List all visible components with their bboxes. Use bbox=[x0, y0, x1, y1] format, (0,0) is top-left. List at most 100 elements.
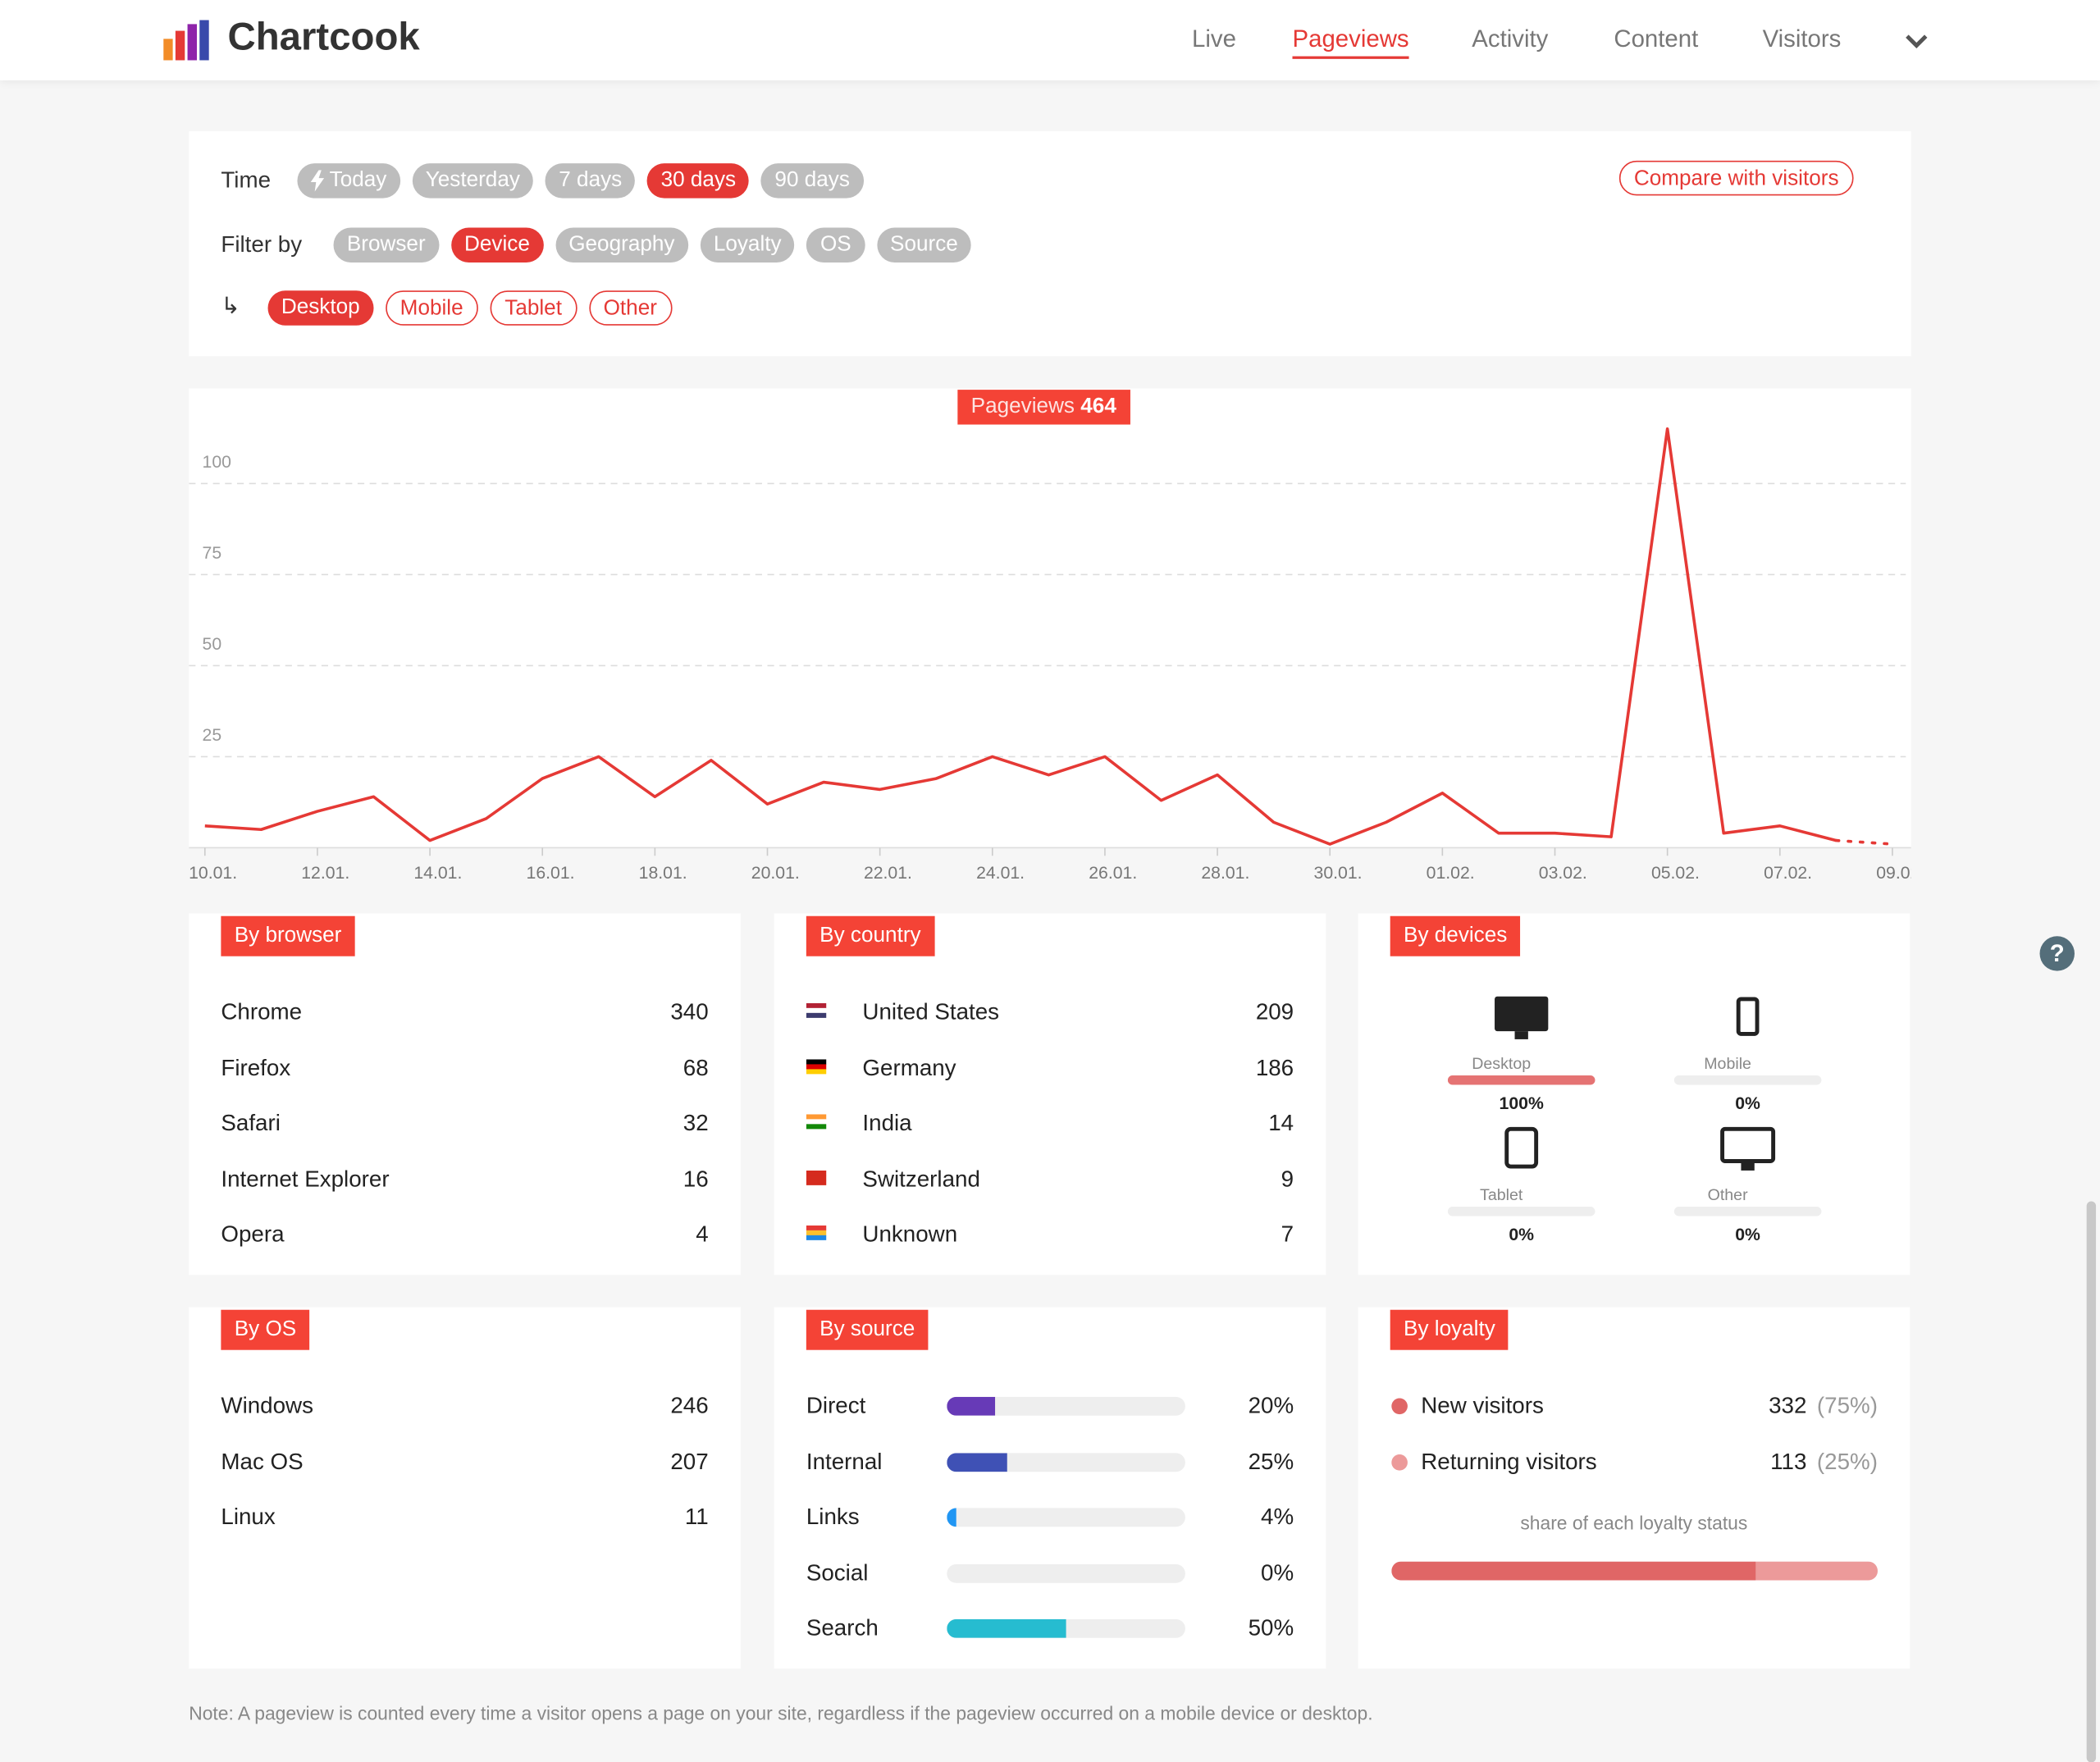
source-bar bbox=[947, 1508, 956, 1527]
icon-shape bbox=[1720, 1126, 1776, 1163]
pill[interactable]: Yesterday bbox=[412, 163, 534, 199]
panel-title: By source bbox=[806, 1309, 929, 1350]
loyalty-caption: share of each loyalty status bbox=[1520, 1512, 1748, 1534]
panel-title: By OS bbox=[221, 1309, 310, 1350]
time-options: Today Yesterday 7 days 30 days 90 days bbox=[297, 163, 864, 199]
source-track bbox=[947, 1563, 1185, 1583]
y-tick-label: 50 bbox=[203, 635, 222, 654]
row-value: 209 bbox=[1255, 998, 1294, 1025]
row-name: Firefox bbox=[221, 1055, 291, 1081]
row-name: India bbox=[862, 1110, 912, 1136]
loyalty-track bbox=[1391, 1561, 1878, 1581]
row-value: 14 bbox=[1268, 1110, 1294, 1136]
x-tick-label: 24.01. bbox=[976, 864, 1025, 883]
source-track bbox=[947, 1453, 1185, 1472]
time-label: Time bbox=[221, 167, 272, 194]
flag-stripe bbox=[806, 1012, 827, 1018]
device-icon bbox=[1736, 997, 1760, 1036]
source-bar bbox=[947, 1396, 995, 1416]
nav-item[interactable]: Activity bbox=[1472, 25, 1549, 52]
panel-source: By source Direct 20% Internal 25% Links 4% Soci… bbox=[774, 1307, 1326, 1669]
source-pct: 4% bbox=[1261, 1504, 1294, 1530]
loyalty-bar bbox=[1391, 1561, 1756, 1581]
source-name: Search bbox=[806, 1614, 879, 1641]
panel-devices: By devices Desktop 100% Mobile 0% Tablet 0% Oth… bbox=[1358, 913, 1911, 1276]
nav-item[interactable]: Visitors bbox=[1762, 25, 1842, 52]
loyalty-name: Returning visitors bbox=[1421, 1449, 1597, 1475]
filter-card: Time Today Yesterday 7 days 30 days 90 days … bbox=[189, 130, 1911, 357]
pill[interactable]: Today bbox=[297, 163, 400, 199]
row-name: Unknown bbox=[862, 1221, 958, 1247]
row-value: 246 bbox=[670, 1392, 709, 1418]
device-name: Tablet bbox=[1480, 1185, 1523, 1204]
source-name: Internal bbox=[806, 1449, 883, 1475]
icon-shape bbox=[1741, 1162, 1755, 1171]
pill[interactable]: OS bbox=[806, 227, 865, 262]
row-name: Mac OS bbox=[221, 1449, 304, 1475]
panel-os: By OS Windows 246 Mac OS 207 Linux 11 bbox=[189, 1307, 741, 1669]
flag-stripe bbox=[806, 1069, 827, 1075]
device-pct: 100% bbox=[1499, 1093, 1544, 1113]
source-bar bbox=[947, 1618, 1066, 1638]
pill[interactable]: Device bbox=[450, 227, 544, 262]
flag-stripe bbox=[806, 1180, 827, 1185]
nav-dropdown[interactable] bbox=[1903, 32, 1930, 51]
loyalty-dot bbox=[1391, 1398, 1408, 1415]
device-name: Desktop bbox=[1472, 1053, 1532, 1073]
row-name: Germany bbox=[862, 1055, 956, 1081]
nav-item[interactable]: Content bbox=[1614, 25, 1699, 52]
x-tick-label: 20.01. bbox=[751, 864, 800, 883]
loyalty-share: (75%) bbox=[1816, 1392, 1878, 1418]
row-name: Linux bbox=[221, 1504, 276, 1530]
device-icon bbox=[1720, 1126, 1776, 1171]
pill[interactable]: 90 days bbox=[761, 163, 864, 199]
help-text: ? bbox=[2050, 940, 2065, 967]
row-value: 4 bbox=[696, 1221, 709, 1247]
panel-loyalty: By loyalty New visitors 332 (75%) Returning … bbox=[1358, 1307, 1911, 1669]
device-track bbox=[1673, 1207, 1822, 1217]
brand: Chartcook bbox=[227, 16, 420, 59]
device-track bbox=[1673, 1075, 1822, 1085]
nav-item[interactable]: Live bbox=[1192, 25, 1236, 52]
pill[interactable]: Geography bbox=[555, 227, 688, 262]
compare-button[interactable]: Compare with visitors bbox=[1618, 160, 1854, 196]
pill[interactable]: Desktop bbox=[267, 290, 374, 326]
flag-stripe bbox=[806, 1235, 827, 1240]
row-name: Windows bbox=[221, 1392, 313, 1418]
scrollbar bbox=[2086, 1201, 2097, 1762]
pill[interactable]: 7 days bbox=[545, 163, 636, 199]
pill[interactable]: Other bbox=[588, 290, 672, 326]
help-button[interactable]: ? bbox=[2038, 935, 2076, 973]
icon-shape bbox=[1504, 1126, 1539, 1169]
x-tick-label: 26.01. bbox=[1089, 864, 1137, 883]
icon-shape bbox=[1514, 1031, 1528, 1039]
x-tick-label: 16.01. bbox=[527, 864, 575, 883]
flag-stripe bbox=[806, 1059, 827, 1065]
pill-text: Browser bbox=[346, 233, 426, 256]
row-value: 32 bbox=[682, 1110, 709, 1136]
x-tick-label: 09.02. bbox=[1876, 864, 1911, 883]
row-name: Switzerland bbox=[862, 1166, 980, 1193]
nav-item[interactable]: Pageviews bbox=[1292, 25, 1409, 59]
source-name: Links bbox=[806, 1504, 860, 1530]
pill[interactable]: Tablet bbox=[490, 290, 577, 326]
source-bar bbox=[947, 1453, 1007, 1472]
panel-country: By country United States 209 Germany 186 Indi… bbox=[774, 913, 1326, 1276]
row-value: 68 bbox=[682, 1055, 709, 1081]
chart-bg bbox=[189, 388, 1911, 848]
chart: 25 50 75 100 10.01. 12.01. 14.01. 16.01. 18.01. 2… bbox=[189, 427, 1911, 883]
flag-stripe bbox=[806, 1007, 827, 1014]
pill[interactable]: Loyalty bbox=[700, 227, 795, 262]
filter-label: Filter by bbox=[221, 231, 303, 258]
device-pct: 0% bbox=[1735, 1224, 1760, 1244]
pill[interactable]: Browser bbox=[333, 227, 439, 262]
row-name: United States bbox=[862, 998, 1000, 1025]
row-value: 11 bbox=[684, 1504, 709, 1530]
flag-icon bbox=[806, 1114, 827, 1130]
pill[interactable]: Mobile bbox=[385, 290, 478, 326]
pill[interactable]: Source bbox=[876, 227, 972, 262]
pill-text: Other bbox=[603, 296, 657, 320]
pill[interactable]: 30 days bbox=[647, 163, 750, 199]
source-pct: 25% bbox=[1248, 1449, 1294, 1475]
